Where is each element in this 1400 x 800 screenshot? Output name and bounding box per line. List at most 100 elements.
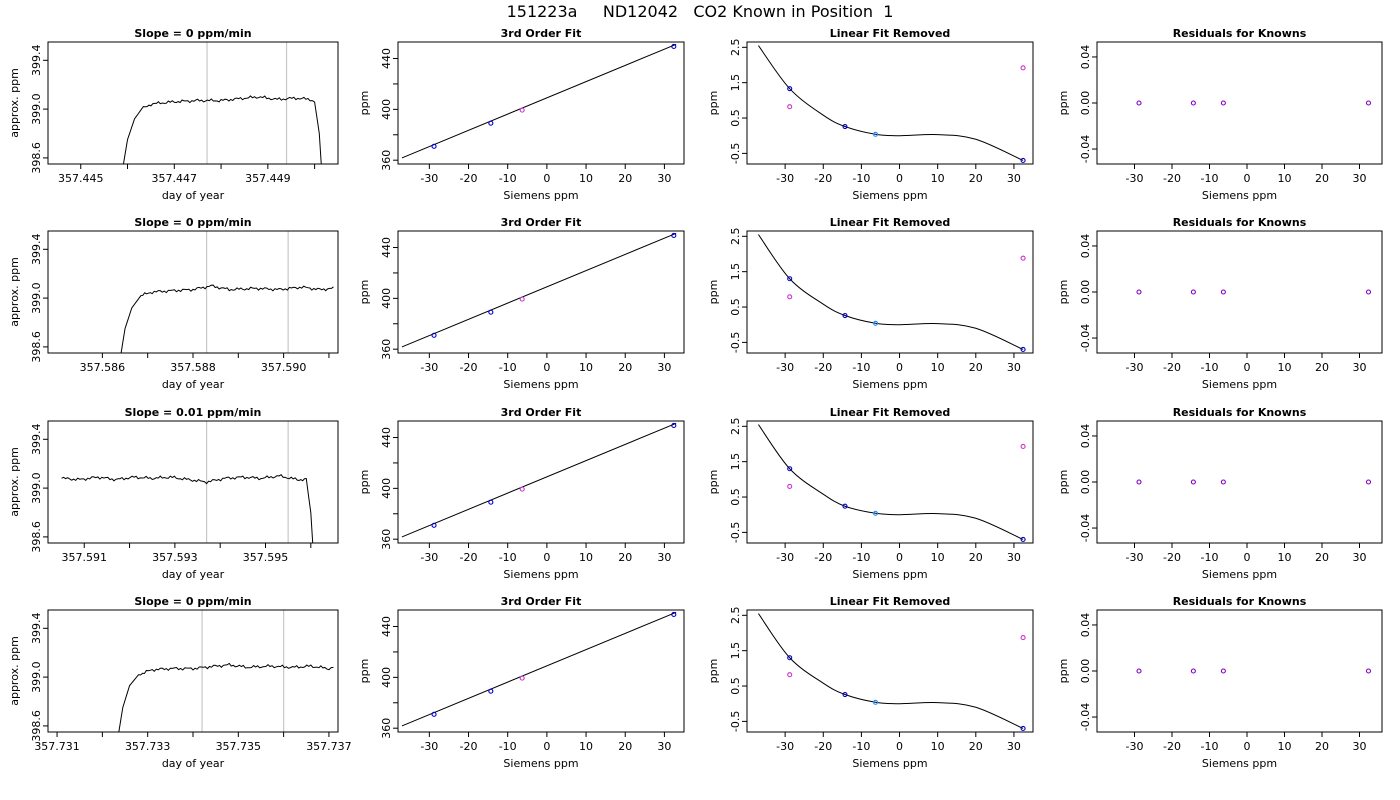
- y-tick-label: 399.4: [30, 613, 43, 645]
- data-point: [1220, 668, 1226, 674]
- x-tick-label: -10: [1201, 551, 1219, 564]
- plot-area: [401, 422, 677, 538]
- x-tick-label: -30: [420, 740, 438, 753]
- y-tick-label: -0.5: [729, 332, 742, 353]
- x-tick-label: -20: [1163, 361, 1181, 374]
- plot-frame: [397, 420, 685, 544]
- data-point: [431, 522, 437, 528]
- plot-frame: [1096, 420, 1383, 544]
- y-tick-label: 0.04: [1079, 424, 1092, 449]
- x-tick-label: 0: [1244, 361, 1251, 374]
- x-tick-label: -20: [1163, 172, 1181, 185]
- x-tick-label: 10: [931, 740, 945, 753]
- plot-area: [758, 45, 1024, 161]
- x-tick-label: 0: [896, 172, 903, 185]
- x-tick-label: -10: [852, 172, 870, 185]
- x-axis-label: Siemens ppm: [503, 189, 578, 202]
- panel-title: Linear Fit Removed: [830, 216, 951, 229]
- data-point: [787, 276, 793, 282]
- panel-r3-c2: Linear Fit Removed -30 -20 -10 0 10 20 30 -0.5 0.…: [707, 595, 1034, 770]
- data-point: [1220, 289, 1226, 295]
- y-tick-label: 398.6: [30, 142, 43, 174]
- data-point: [488, 120, 494, 126]
- data-point: [1020, 157, 1026, 164]
- data-point: [488, 688, 494, 694]
- y-tick-label: 1.5: [729, 453, 742, 471]
- x-tick-label: -20: [814, 361, 832, 374]
- panel-title: Slope = 0 ppm/min: [134, 595, 251, 608]
- data-point: [842, 503, 848, 509]
- data-point: [1136, 479, 1142, 485]
- y-tick-label: 440: [380, 237, 393, 258]
- plot-area: [122, 95, 322, 164]
- plot-frame: [746, 230, 1034, 354]
- data-trace: [61, 474, 314, 543]
- x-tick-label: 0: [543, 551, 550, 564]
- x-tick-label: -30: [1126, 740, 1144, 753]
- y-tick-label: 2.5: [729, 228, 742, 246]
- x-tick-label: -30: [776, 361, 794, 374]
- data-point: [1020, 635, 1026, 641]
- y-tick-label: 399.0: [30, 282, 43, 314]
- cubic-fit-curve: [758, 234, 1024, 350]
- x-tick-label: 20: [1315, 740, 1329, 753]
- data-point: [1020, 255, 1026, 261]
- cubic-fit-curve: [758, 424, 1024, 540]
- x-tick-label: -10: [852, 551, 870, 564]
- y-tick-label: 399.4: [30, 234, 43, 265]
- x-tick-label: 357.590: [261, 361, 307, 374]
- y-tick-label: 0.5: [729, 488, 742, 506]
- data-point: [1020, 443, 1026, 450]
- x-tick-label: 357.593: [152, 551, 198, 564]
- data-point: [671, 422, 677, 428]
- y-tick-label: 398.6: [30, 331, 43, 363]
- y-tick-label: 399.0: [30, 472, 43, 504]
- x-tick-label: 30: [657, 740, 671, 753]
- x-tick-label: 0: [1244, 740, 1251, 753]
- data-point: [787, 483, 793, 489]
- data-trace: [118, 662, 334, 732]
- panel-title: Linear Fit Removed: [830, 595, 951, 608]
- x-tick-label: 10: [1278, 551, 1292, 564]
- data-point: [671, 43, 677, 49]
- data-point: [787, 86, 793, 92]
- data-point: [519, 296, 525, 302]
- y-axis-label: ppm: [358, 280, 371, 305]
- x-tick-label: -30: [776, 740, 794, 753]
- x-tick-label: -10: [852, 740, 870, 753]
- x-tick-label: 30: [1353, 740, 1367, 753]
- y-tick-label: 400: [380, 99, 393, 120]
- y-tick-label: 0.5: [729, 109, 742, 127]
- panel-title: Linear Fit Removed: [830, 27, 951, 40]
- panel-r0-c0: Slope = 0 ppm/min 357.445 357.447 357.449 39…: [8, 27, 339, 202]
- x-tick-label: 10: [931, 551, 945, 564]
- panel-grid: Slope = 0 ppm/min 357.445 357.447 357.449 39…: [8, 27, 1383, 770]
- panel-r2-c3: Residuals for Knowns -30 -20 -10 0 10 20 30 -0.0…: [1057, 406, 1383, 581]
- x-tick-label: -30: [1126, 551, 1144, 564]
- x-tick-label: -20: [460, 740, 478, 753]
- data-point: [1220, 100, 1226, 106]
- x-tick-label: 30: [1007, 740, 1021, 753]
- y-tick-label: 0.04: [1079, 45, 1092, 70]
- data-point: [1020, 65, 1026, 71]
- panel-r3-c3: Residuals for Knowns -30 -20 -10 0 10 20 30 -0.0…: [1057, 595, 1383, 770]
- panel-r3-c0: Slope = 0 ppm/min 357.731 357.733 357.735 35…: [8, 595, 352, 770]
- x-tick-label: 20: [618, 740, 632, 753]
- y-axis-label: ppm: [1057, 470, 1070, 495]
- x-tick-label: 0: [896, 361, 903, 374]
- data-point: [671, 232, 677, 238]
- x-tick-label: -10: [1201, 740, 1219, 753]
- x-tick-label: -20: [814, 172, 832, 185]
- x-axis-label: Siemens ppm: [1202, 378, 1277, 391]
- fit-line: [401, 422, 677, 538]
- data-point: [1220, 479, 1226, 485]
- panel-title: 3rd Order Fit: [501, 595, 582, 608]
- y-tick-label: -0.04: [1079, 514, 1092, 542]
- x-tick-label: 20: [969, 740, 983, 753]
- plot-frame: [47, 609, 339, 733]
- panel-title: Slope = 0 ppm/min: [134, 27, 251, 40]
- y-tick-label: -0.5: [729, 143, 742, 164]
- panel-title: Residuals for Knowns: [1173, 27, 1307, 40]
- data-trace: [120, 284, 334, 353]
